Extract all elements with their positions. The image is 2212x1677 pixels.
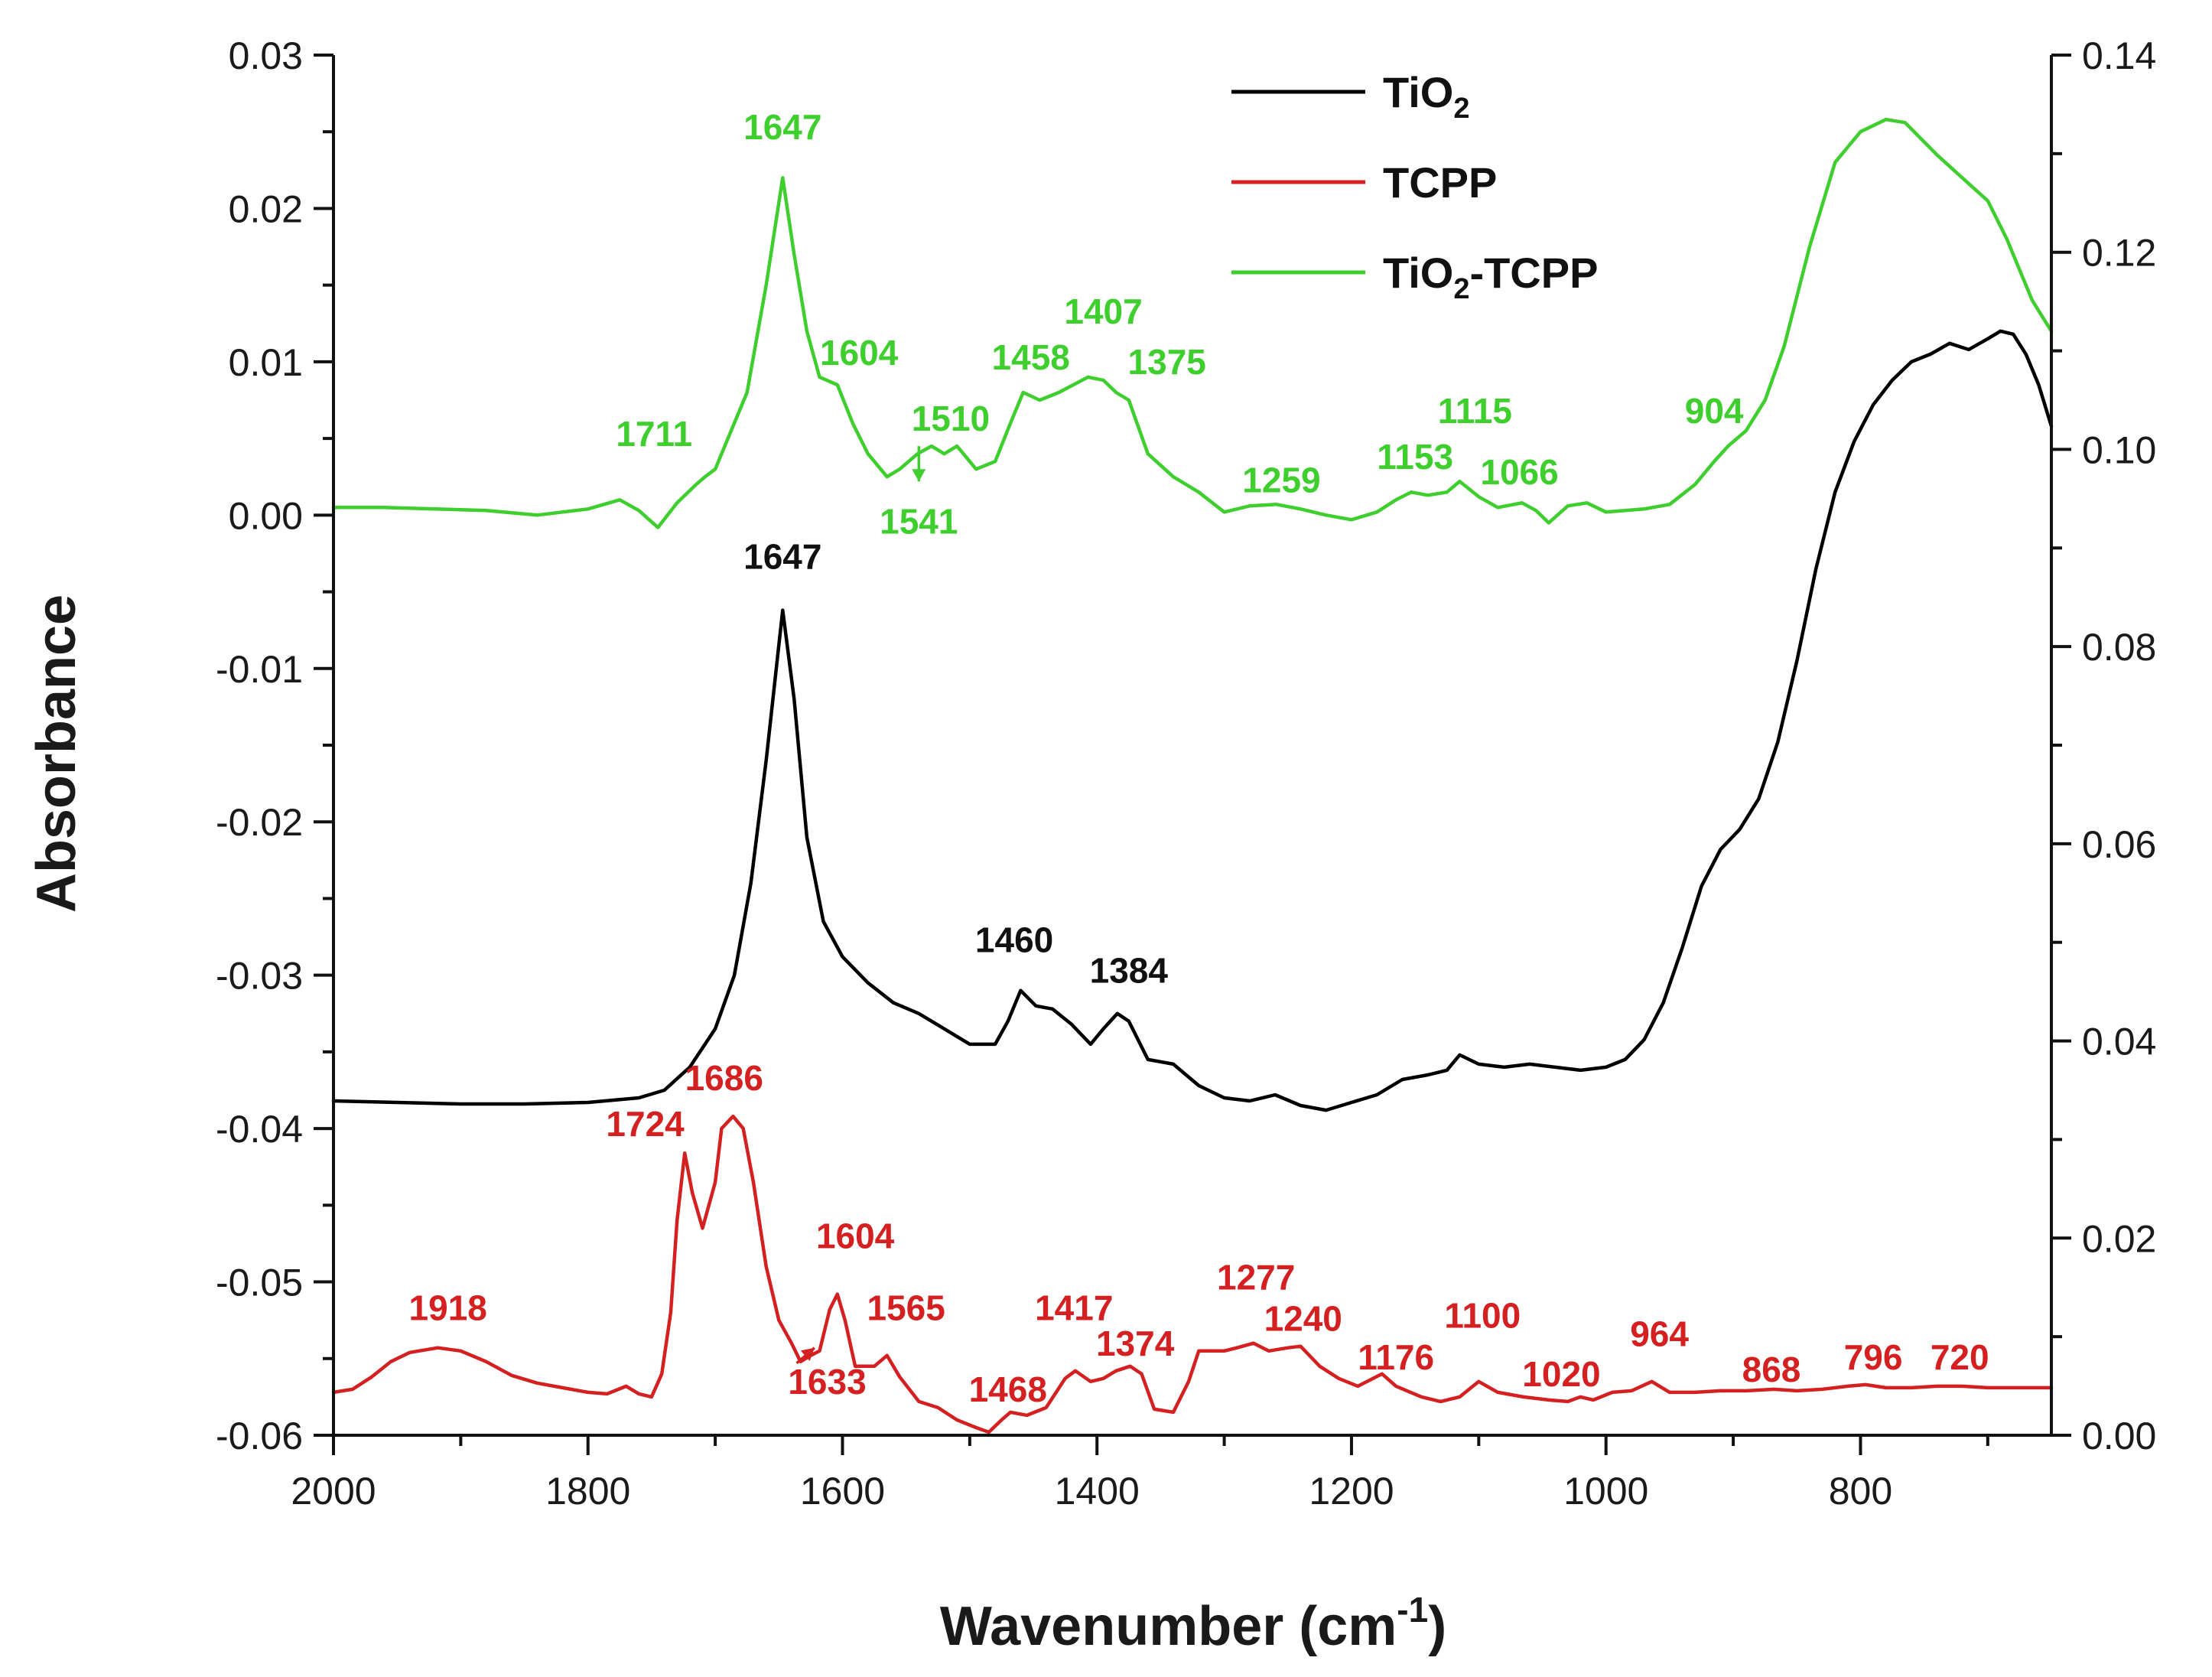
peak-label-720: 720 (1931, 1337, 1989, 1377)
y-left-tick-label: -0.01 (216, 648, 303, 691)
peak-label-1460: 1460 (975, 920, 1053, 960)
peak-label-1153: 1153 (1377, 437, 1453, 477)
x-axis-title-main: Wavenumber (cm (940, 1596, 1397, 1657)
peak-label-1724: 1724 (606, 1104, 685, 1144)
x-axis-title-close: ) (1428, 1596, 1446, 1657)
peak-label-1407: 1407 (1064, 291, 1142, 331)
x-tick-label: 2000 (291, 1470, 376, 1513)
legend-label-tio2-tcpp-rest: -TCPP (1469, 249, 1598, 297)
peak-label-1686: 1686 (685, 1058, 763, 1098)
y-right-tick-label: 0.02 (2082, 1217, 2156, 1260)
y-left-tick-label: -0.04 (216, 1108, 303, 1151)
legend-label-tio2: TiO2 (1383, 68, 1469, 125)
peak-label-1565: 1565 (867, 1288, 945, 1328)
ticks (314, 54, 2071, 1455)
y-left-tick-label: 0.03 (229, 34, 303, 77)
peak-label-1066: 1066 (1480, 452, 1558, 492)
y-axis-title: Absorbance (26, 594, 87, 913)
x-tick-label: 1800 (545, 1470, 630, 1513)
x-tick-label: 800 (1829, 1470, 1892, 1513)
peak-label-868: 868 (1742, 1350, 1801, 1389)
y-right-tick-label: 0.06 (2082, 823, 2156, 866)
legend-label-tio2-base: TiO (1383, 68, 1453, 116)
peak-label-1458: 1458 (992, 337, 1070, 377)
peak-label-1115: 1115 (1438, 391, 1512, 431)
y-right-tick-label: 0.12 (2082, 232, 2156, 275)
y-right-tick-label: 0.04 (2082, 1021, 2156, 1063)
legend-label-tio2-tcpp-base: TiO (1383, 249, 1453, 297)
peak-label-1176: 1176 (1358, 1337, 1434, 1377)
peak-label-1604: 1604 (820, 333, 899, 373)
series-line-tio2 (331, 329, 2054, 1112)
peak-label-1100: 1100 (1444, 1296, 1521, 1336)
peak-label-796: 796 (1844, 1337, 1903, 1377)
legend-label-tcpp: TCPP (1383, 158, 1497, 207)
peak-label-1020: 1020 (1522, 1354, 1600, 1394)
y-left-tick-label: -0.02 (216, 801, 303, 844)
legend: TiO2 TCPP TiO2-TCPP (1231, 68, 1598, 305)
peak-label-1541: 1541 (880, 501, 958, 541)
peak-label-1374: 1374 (1096, 1324, 1175, 1363)
peak-label-1918: 1918 (409, 1288, 487, 1328)
peak-label-1604: 1604 (816, 1216, 895, 1255)
peak-label-1277: 1277 (1217, 1258, 1295, 1298)
peak-label-1647: 1647 (743, 536, 821, 576)
peak-label-1259: 1259 (1242, 460, 1320, 500)
x-tick-label: 1400 (1055, 1470, 1140, 1513)
peak-label-1510: 1510 (912, 399, 990, 438)
y-left-tick-label: 0.00 (229, 494, 303, 537)
series-layer (331, 117, 2054, 1434)
peak-label-904: 904 (1685, 391, 1744, 431)
arrow-1541-head (912, 469, 926, 482)
peak-label-1633: 1633 (788, 1362, 866, 1402)
peak-label-1711: 1711 (616, 414, 692, 454)
y-left-tick-label: -0.06 (216, 1415, 303, 1457)
y-right-tick-label: 0.08 (2082, 626, 2156, 669)
axes (332, 55, 2053, 1437)
legend-label-tio2-tcpp-sub: 2 (1453, 273, 1469, 305)
y-left-tick-label: 0.02 (229, 187, 303, 230)
peak-label-1468: 1468 (969, 1369, 1047, 1409)
arrow-1633-head (800, 1347, 815, 1362)
y-left-tick-label: 0.01 (229, 341, 303, 384)
peak-label-1647: 1647 (743, 107, 821, 147)
legend-label-tio2-sub: 2 (1453, 93, 1469, 125)
legend-label-tio2-tcpp: TiO2-TCPP (1383, 249, 1598, 305)
y-left-tick-label: -0.03 (216, 955, 303, 998)
peak-label-1417: 1417 (1035, 1288, 1113, 1328)
y-right-tick-label: 0.14 (2082, 34, 2156, 77)
x-tick-label: 1000 (1563, 1470, 1648, 1513)
peak-label-1384: 1384 (1090, 951, 1169, 991)
tick-labels: 2000 1800 1600 1400 1200 1000 800 0.03 0.02 0.01 0… (216, 34, 2156, 1513)
series-line-tio2-tcpp (331, 117, 2054, 529)
x-axis-title-sup: -1 (1397, 1590, 1428, 1630)
series-line-tcpp (331, 1114, 2054, 1434)
peak-label-1240: 1240 (1264, 1299, 1342, 1339)
y-right-tick-label: 0.00 (2082, 1415, 2156, 1457)
x-tick-label: 1600 (800, 1470, 885, 1513)
x-tick-label: 1200 (1309, 1470, 1394, 1513)
peak-label-1375: 1375 (1128, 342, 1206, 382)
x-axis-title: Wavenumber (cm-1) (940, 1590, 1446, 1657)
y-left-tick-label: -0.05 (216, 1262, 303, 1304)
y-right-tick-label: 0.10 (2082, 428, 2156, 471)
peak-label-964: 964 (1630, 1314, 1689, 1354)
